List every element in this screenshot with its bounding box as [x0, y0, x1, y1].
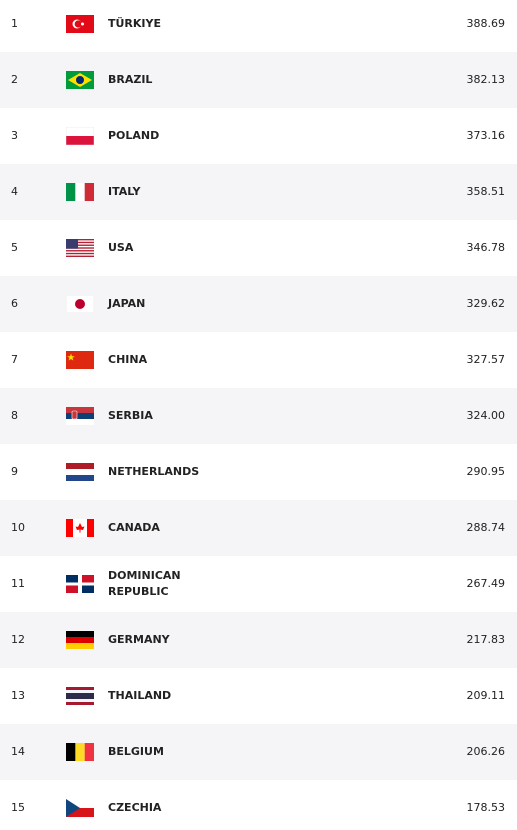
team-name: JAPAN — [108, 297, 146, 310]
ranking-row: 6 JAPAN 329.62 — [0, 276, 517, 332]
rank: 5 — [11, 241, 18, 254]
rank: 3 — [11, 129, 18, 142]
team-name: SERBIA — [108, 409, 153, 422]
flag-icon — [66, 575, 94, 593]
team-name: BELGIUM — [108, 745, 164, 758]
rank: 1 — [11, 17, 18, 30]
ranking-row: 13 THAILAND 209.11 — [0, 668, 517, 724]
flag-icon — [66, 71, 94, 89]
ranking-row: 4 ITALY 358.51 — [0, 164, 517, 220]
flag-icon — [66, 183, 94, 201]
team-name: TÜRKIYE — [108, 17, 162, 30]
points: 178.53 — [466, 801, 506, 814]
points: 388.69 — [466, 17, 506, 30]
points: 382.13 — [466, 73, 506, 86]
ranking-row: 14 BELGIUM 206.26 — [0, 724, 517, 780]
rank: 4 — [11, 185, 18, 198]
team-name: DOMINICAN REPUBLIC — [108, 569, 181, 598]
team-name: THAILAND — [108, 689, 172, 702]
ranking-row: 3 POLAND 373.16 — [0, 108, 517, 164]
ranking-row: 2 BRAZIL 382.13 — [0, 52, 517, 108]
rank: 7 — [11, 353, 18, 366]
ranking-row: 5 USA 346.78 — [0, 220, 517, 276]
ranking-row: 1 TÜRKIYE 388.69 — [0, 0, 517, 52]
team-name: POLAND — [108, 129, 160, 142]
flag-icon — [66, 519, 94, 537]
ranking-row: 9 NETHERLANDS 290.95 — [0, 444, 517, 500]
points: 373.16 — [466, 129, 506, 142]
points: 290.95 — [466, 465, 506, 478]
flag-icon — [66, 463, 94, 481]
points: 288.74 — [466, 521, 506, 534]
flag-icon — [66, 631, 94, 649]
flag-icon — [66, 351, 94, 369]
flag-icon — [66, 295, 94, 313]
rank: 12 — [11, 633, 25, 646]
flag-icon — [66, 127, 94, 145]
points: 327.57 — [466, 353, 506, 366]
team-name: USA — [108, 241, 134, 254]
team-name: ITALY — [108, 185, 141, 198]
points: 358.51 — [466, 185, 506, 198]
ranking-row: 12 GERMANY 217.83 — [0, 612, 517, 668]
points: 329.62 — [466, 297, 506, 310]
team-name: NETHERLANDS — [108, 465, 200, 478]
rank: 2 — [11, 73, 18, 86]
rank: 11 — [11, 577, 25, 590]
rank: 14 — [11, 745, 25, 758]
rank: 9 — [11, 465, 18, 478]
rank: 10 — [11, 521, 25, 534]
ranking-row: 15 CZECHIA 178.53 — [0, 780, 517, 830]
team-name: CANADA — [108, 521, 160, 534]
rank: 8 — [11, 409, 18, 422]
ranking-row: 7 CHINA 327.57 — [0, 332, 517, 388]
flag-icon — [66, 799, 94, 817]
flag-icon — [66, 687, 94, 705]
ranking-row: 8 SERBIA 324.00 — [0, 388, 517, 444]
team-name: CHINA — [108, 353, 148, 366]
points: 324.00 — [466, 409, 506, 422]
team-name: BRAZIL — [108, 73, 153, 86]
flag-icon — [66, 239, 94, 257]
flag-icon — [66, 743, 94, 761]
points: 217.83 — [466, 633, 506, 646]
flag-icon — [66, 407, 94, 425]
team-name: GERMANY — [108, 633, 170, 646]
points: 346.78 — [466, 241, 506, 254]
flag-icon — [66, 15, 94, 33]
rank: 13 — [11, 689, 25, 702]
ranking-row: 10 CANADA 288.74 — [0, 500, 517, 556]
points: 209.11 — [466, 689, 506, 702]
points: 206.26 — [466, 745, 506, 758]
team-name: CZECHIA — [108, 801, 162, 814]
points: 267.49 — [466, 577, 506, 590]
rank: 6 — [11, 297, 18, 310]
ranking-row: 11 DOMINICAN REPUBLIC 267.49 — [0, 556, 517, 612]
rank: 15 — [11, 801, 25, 814]
